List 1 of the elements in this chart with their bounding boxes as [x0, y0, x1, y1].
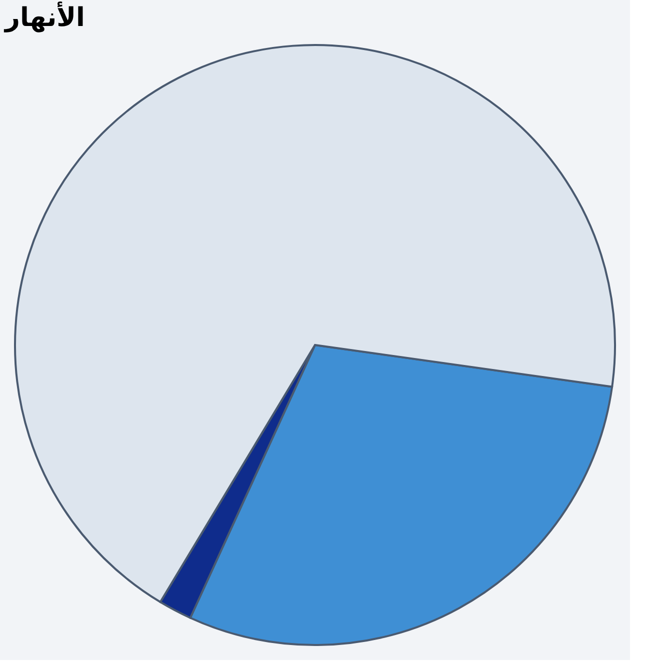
chart-title: الأنهار — [3, 1, 85, 33]
